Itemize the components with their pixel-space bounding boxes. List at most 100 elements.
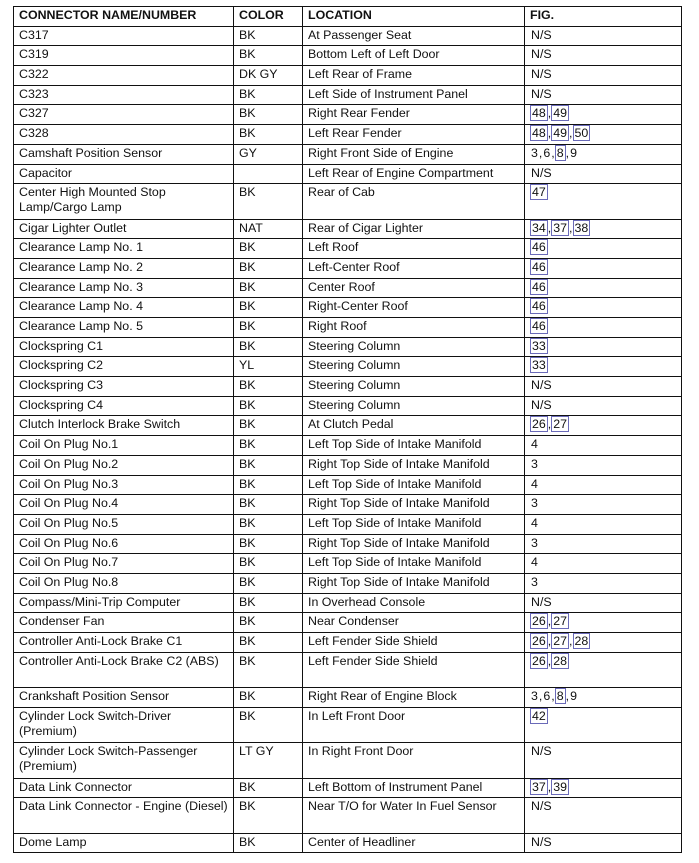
- figure-link[interactable]: 42: [530, 707, 548, 724]
- figure-ref: 4: [531, 437, 538, 452]
- cell-location: Left Bottom of Instrument Panel: [302, 777, 525, 799]
- table-row: Controller Anti-Lock Brake C1 BK Left Fend…: [13, 632, 682, 653]
- cell-name: C322: [13, 65, 234, 86]
- figure-link[interactable]: 37: [530, 778, 548, 795]
- figure-ref: N/S: [531, 165, 552, 180]
- figure-link[interactable]: 48: [530, 105, 548, 122]
- figure-ref: N/S: [531, 834, 552, 849]
- cell-fig: N/S: [524, 742, 682, 779]
- figure-link[interactable]: 37: [551, 219, 570, 236]
- figure-link[interactable]: 46: [530, 239, 548, 256]
- figure-ref: 3: [531, 456, 538, 471]
- figure-link[interactable]: 46: [530, 318, 548, 335]
- figure-link[interactable]: 26: [530, 633, 548, 650]
- figure-link[interactable]: 33: [530, 357, 548, 374]
- figure-ref: 3: [531, 535, 538, 550]
- cell-name: Center High Mounted Stop Lamp/Cargo Lamp: [13, 183, 234, 220]
- figure-ref: N/S: [531, 744, 552, 759]
- figure-link[interactable]: 39: [551, 778, 570, 795]
- figure-link[interactable]: 46: [530, 298, 548, 315]
- cell-color: DK GY: [233, 65, 303, 86]
- figure-link[interactable]: 49: [551, 105, 570, 122]
- table-row: Clearance Lamp No. 3 BK Center Roof 46: [13, 277, 682, 299]
- figure-link[interactable]: 28: [572, 633, 591, 650]
- figure-link[interactable]: 38: [572, 219, 591, 236]
- figure-ref: 9: [570, 145, 577, 160]
- figure-link[interactable]: 26: [530, 652, 548, 669]
- table-row: C328 BK Left Rear Fender 48, 49, 50: [13, 124, 682, 145]
- cell-name: C323: [13, 84, 234, 106]
- cell-color: YL: [233, 356, 303, 378]
- cell-color: BK: [233, 336, 303, 358]
- header-color: COLOR: [233, 6, 303, 27]
- table-row: C323 BK Left Side of Instrument Panel N/S: [13, 84, 682, 106]
- figure-link[interactable]: 27: [551, 613, 570, 630]
- cell-color: BK: [233, 777, 303, 799]
- figure-link[interactable]: 33: [530, 337, 548, 354]
- cell-name: C328: [13, 124, 234, 145]
- cell-name: C327: [13, 104, 234, 126]
- figure-ref: 4: [531, 515, 538, 530]
- cell-fig: 26, 27: [524, 415, 682, 437]
- cell-name: Coil On Plug No.5: [13, 513, 234, 535]
- cell-color: BK: [233, 183, 303, 220]
- table-row: Cigar Lighter Outlet NAT Rear of Cigar Lig…: [13, 218, 682, 240]
- cell-fig: N/S: [524, 25, 682, 47]
- figure-link[interactable]: 48: [530, 125, 548, 142]
- cell-fig: 47: [524, 183, 682, 220]
- table-row: Coil On Plug No.4 BK Right Top Side of Int…: [13, 494, 682, 515]
- cell-color: BK: [233, 533, 303, 555]
- figure-link[interactable]: 27: [551, 633, 570, 650]
- figure-link[interactable]: 47: [530, 184, 548, 201]
- figure-link[interactable]: 28: [551, 652, 570, 669]
- cell-color: BK: [233, 45, 303, 67]
- cell-fig: 26, 27: [524, 612, 682, 634]
- table-row: Data Link Connector BK Left Bottom of Inst…: [13, 777, 682, 799]
- cell-name: Data Link Connector - Engine (Diesel): [13, 797, 234, 834]
- cell-fig: 3: [524, 533, 682, 555]
- cell-location: Left Side of Instrument Panel: [302, 84, 525, 106]
- cell-color: BK: [233, 124, 303, 145]
- figure-link[interactable]: 46: [530, 258, 548, 275]
- cell-fig: 46: [524, 277, 682, 299]
- cell-fig: 3,6, 8,9: [524, 687, 682, 708]
- cell-color: BK: [233, 277, 303, 299]
- figure-link[interactable]: 8: [554, 688, 566, 705]
- figure-link[interactable]: 34: [530, 219, 548, 236]
- table-row: Clockspring C1 BK Steering Column 33: [13, 336, 682, 358]
- figure-link[interactable]: 49: [551, 125, 570, 142]
- cell-fig: 48, 49: [524, 104, 682, 126]
- figure-link[interactable]: 26: [530, 613, 548, 630]
- figure-link[interactable]: 50: [572, 125, 591, 142]
- cell-fig: 46: [524, 297, 682, 319]
- table-row: Condenser Fan BK Near Condenser 26, 27: [13, 612, 682, 634]
- table-row: Coil On Plug No.7 BK Left Top Side of Inta…: [13, 553, 682, 574]
- figure-ref: 3: [531, 689, 538, 704]
- figure-ref: 6: [543, 145, 551, 160]
- table-row: Clearance Lamp No. 1 BK Left Roof 46: [13, 238, 682, 259]
- cell-location: Left-Center Roof: [302, 257, 525, 279]
- cell-fig: 26, 28: [524, 651, 682, 689]
- cell-name: Clutch Interlock Brake Switch: [13, 415, 234, 437]
- cell-fig: 46: [524, 317, 682, 338]
- cell-color: BK: [233, 572, 303, 594]
- cell-location: Left Top Side of Intake Manifold: [302, 553, 525, 574]
- cell-location: Steering Column: [302, 376, 525, 397]
- cell-color: BK: [233, 395, 303, 417]
- cell-fig: N/S: [524, 65, 682, 86]
- cell-name: Clockspring C4: [13, 395, 234, 417]
- figure-link[interactable]: 8: [554, 144, 566, 161]
- figure-link[interactable]: 26: [530, 416, 548, 433]
- cell-fig: 3: [524, 454, 682, 476]
- cell-fig: 4: [524, 435, 682, 456]
- cell-fig: N/S: [524, 395, 682, 417]
- cell-name: Cylinder Lock Switch-Passenger (Premium): [13, 742, 234, 779]
- figure-ref: N/S: [531, 378, 552, 393]
- figure-link[interactable]: 46: [530, 278, 548, 295]
- figure-link[interactable]: 27: [551, 416, 570, 433]
- cell-name: Controller Anti-Lock Brake C1: [13, 632, 234, 653]
- cell-fig: N/S: [524, 832, 682, 854]
- figure-ref: N/S: [531, 86, 552, 101]
- cell-fig: 46: [524, 238, 682, 259]
- cell-color: BK: [233, 297, 303, 319]
